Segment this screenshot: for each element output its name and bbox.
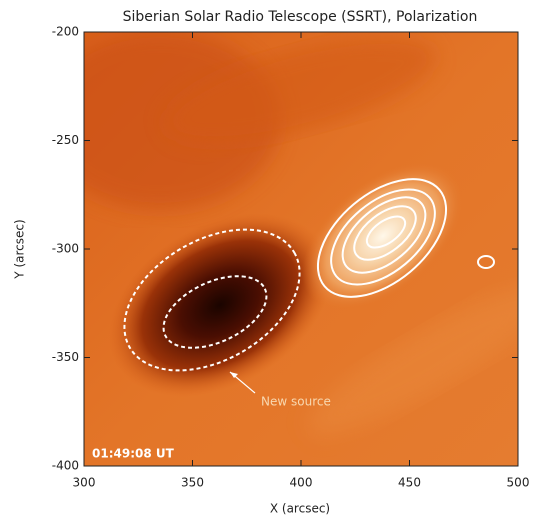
y-tick-label: -400 [52,459,79,473]
y-tick-label: -350 [52,350,79,364]
x-tick-label: 450 [398,476,421,490]
x-tick-label: 400 [290,476,313,490]
y-tick-label: -250 [52,133,79,147]
x-axis-label: X (arcsec) [270,502,330,516]
x-tick-label: 500 [507,476,530,490]
x-tick-label: 350 [181,476,204,490]
x-tick-label: 300 [73,476,96,490]
annotation: New source [261,395,331,409]
annotation: 01:49:08 UT [92,447,175,461]
y-axis-label: Y (arcsec) [13,219,27,279]
y-tick-label: -200 [52,25,79,39]
chart-title: Siberian Solar Radio Telescope (SSRT), P… [123,9,478,25]
y-tick-label: -300 [52,242,79,256]
plot-image [84,32,518,466]
